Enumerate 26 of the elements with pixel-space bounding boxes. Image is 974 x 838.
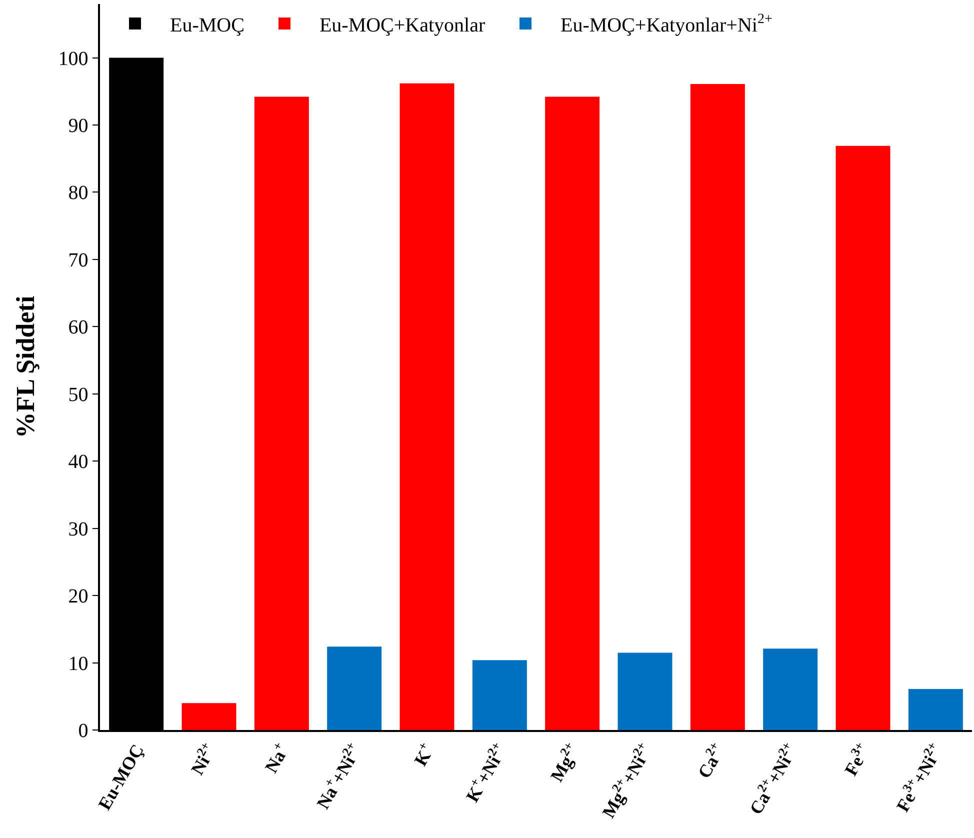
legend-label: Eu-MOÇ+Katyonlar+Ni$^{2+}$: [560, 12, 772, 36]
y-tick-label: 0: [78, 720, 88, 742]
y-tick-label: 50: [68, 384, 88, 406]
y-tick-label: 80: [68, 182, 88, 204]
y-tick-label: 90: [68, 115, 88, 137]
y-tick-label: 20: [68, 586, 88, 608]
bar: [763, 648, 818, 730]
y-tick-label: 30: [68, 518, 88, 540]
legend-label: Eu-MOÇ+Katyonlar: [319, 14, 486, 36]
bar: [618, 652, 672, 730]
bar: [836, 146, 890, 730]
y-tick-label: 40: [68, 451, 88, 474]
y-tick-label: 70: [68, 249, 88, 272]
bar: [400, 83, 454, 730]
bar: [690, 84, 745, 730]
bar: [472, 660, 527, 730]
bar: [254, 96, 309, 730]
y-axis-title: %FL Şiddeti: [11, 296, 40, 438]
bar: [182, 703, 236, 730]
y-tick-label: 100: [58, 48, 88, 70]
legend-label: Eu-MOÇ: [170, 14, 244, 36]
y-tick-label: 60: [68, 316, 88, 339]
bar: [908, 688, 963, 730]
bar: [327, 646, 382, 730]
y-tick-label: 10: [68, 652, 88, 675]
bar: [545, 96, 600, 730]
